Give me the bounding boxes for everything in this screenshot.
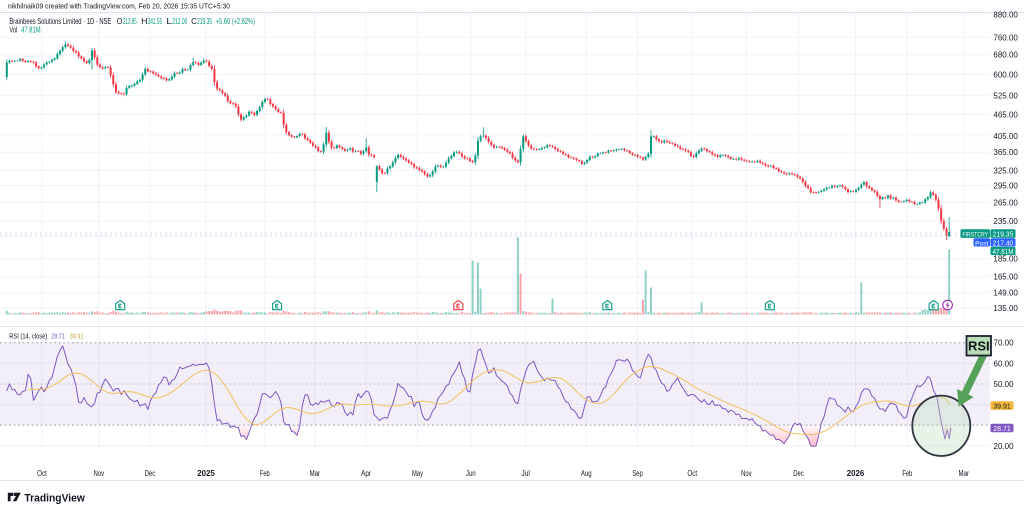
svg-text:212.00: 212.00 xyxy=(172,17,187,26)
svg-text:219.35: 219.35 xyxy=(993,230,1014,239)
svg-text:Mar: Mar xyxy=(310,469,321,478)
svg-text:Nov: Nov xyxy=(741,469,751,478)
svg-text:525.00: 525.00 xyxy=(993,91,1018,100)
svg-text:Apr: Apr xyxy=(361,469,371,478)
svg-text:O: O xyxy=(117,17,123,26)
svg-text:465.00: 465.00 xyxy=(993,110,1018,119)
svg-text:Post: Post xyxy=(975,240,988,247)
svg-text:Oct: Oct xyxy=(37,469,47,478)
svg-text:Jul: Jul xyxy=(521,469,530,478)
svg-text:600.00: 600.00 xyxy=(993,70,1018,79)
svg-text:241.55: 241.55 xyxy=(148,17,163,26)
svg-text:28.71: 28.71 xyxy=(993,424,1011,433)
svg-text:217.40: 217.40 xyxy=(993,238,1014,247)
svg-text:L: L xyxy=(166,17,172,26)
svg-text:nikhilnaik09 created with Trad: nikhilnaik09 created with TradingView.co… xyxy=(8,1,230,10)
svg-text:149.00: 149.00 xyxy=(993,289,1018,298)
svg-text:47.81M: 47.81M xyxy=(993,247,1014,256)
svg-text:Brainbees Solutions Limited ·: Brainbees Solutions Limited · 1D · NSE xyxy=(9,17,111,26)
svg-text:39.91: 39.91 xyxy=(70,332,84,341)
svg-text:Feb: Feb xyxy=(260,469,270,478)
svg-text:70.00: 70.00 xyxy=(994,339,1015,348)
svg-text:Dec: Dec xyxy=(145,469,155,478)
svg-text:TradingView: TradingView xyxy=(24,492,85,504)
svg-text:May: May xyxy=(412,469,423,478)
svg-text:28.71: 28.71 xyxy=(51,332,65,341)
svg-text:FIRSTCRY: FIRSTCRY xyxy=(963,232,989,239)
svg-text:Aug: Aug xyxy=(581,469,592,478)
svg-text:Feb: Feb xyxy=(902,469,912,478)
svg-text:880.00: 880.00 xyxy=(993,10,1018,19)
svg-text:Mar: Mar xyxy=(959,469,970,478)
svg-text:135.00: 135.00 xyxy=(993,304,1018,313)
svg-text:Oct: Oct xyxy=(687,469,697,478)
svg-text:+5.60 (+2.62%): +5.60 (+2.62%) xyxy=(216,17,256,26)
svg-text:20.00: 20.00 xyxy=(994,442,1015,451)
svg-text:RSI (14, close): RSI (14, close) xyxy=(9,332,47,341)
svg-text:2025: 2025 xyxy=(197,469,215,478)
svg-text:Vol: Vol xyxy=(9,25,17,34)
svg-text:Sep: Sep xyxy=(632,469,643,478)
svg-text:Jun: Jun xyxy=(466,469,476,478)
svg-text:185.00: 185.00 xyxy=(993,255,1018,264)
svg-text:Dec: Dec xyxy=(793,469,803,478)
svg-text:60.00: 60.00 xyxy=(994,359,1015,368)
svg-text:295.00: 295.00 xyxy=(993,182,1018,191)
svg-text:RSI: RSI xyxy=(968,339,990,354)
svg-text:405.00: 405.00 xyxy=(993,132,1018,141)
svg-text:325.00: 325.00 xyxy=(993,166,1018,175)
svg-text:165.00: 165.00 xyxy=(993,273,1018,282)
svg-text:213.65: 213.65 xyxy=(123,17,137,26)
svg-text:235.00: 235.00 xyxy=(993,217,1018,226)
svg-text:680.00: 680.00 xyxy=(993,51,1018,60)
svg-text:50.00: 50.00 xyxy=(994,380,1015,389)
svg-text:265.00: 265.00 xyxy=(993,198,1018,207)
svg-text:39.91: 39.91 xyxy=(993,402,1011,411)
svg-text:C: C xyxy=(191,17,197,26)
svg-text:760.00: 760.00 xyxy=(993,33,1018,42)
svg-text:47.81M: 47.81M xyxy=(21,25,41,34)
svg-text:Nov: Nov xyxy=(94,469,104,478)
svg-text:365.00: 365.00 xyxy=(993,148,1018,157)
svg-text:H: H xyxy=(141,17,148,26)
svg-text:219.35: 219.35 xyxy=(197,17,213,26)
svg-text:2026: 2026 xyxy=(847,469,865,478)
